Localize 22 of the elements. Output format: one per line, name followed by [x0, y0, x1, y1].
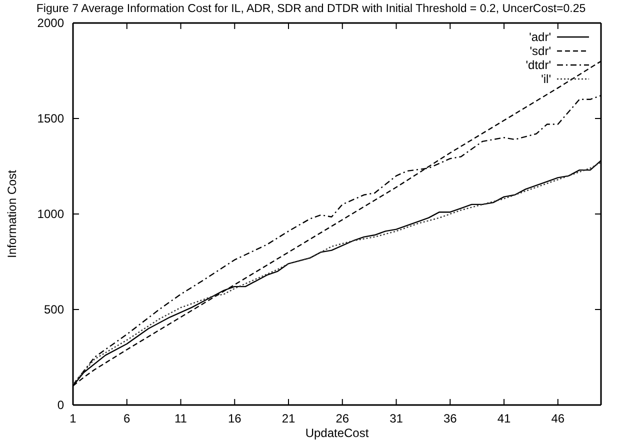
x-tick-label: 1: [70, 412, 77, 426]
y-tick-label: 1500: [37, 111, 64, 126]
legend-label: 'dtdr': [526, 58, 551, 72]
legend-label: 'sdr': [530, 44, 551, 58]
x-tick-label: 21: [282, 412, 296, 426]
y-tick-label: 2000: [37, 16, 64, 30]
x-tick-label: 31: [390, 412, 404, 426]
x-tick-label: 6: [124, 412, 131, 426]
y-tick-label: 500: [44, 302, 64, 316]
x-tick-label: 41: [497, 412, 512, 426]
x-tick-label: 36: [443, 412, 458, 426]
legend-label: 'adr': [529, 30, 551, 44]
legend-label: 'il': [541, 72, 551, 86]
chart-title: Figure 7 Average Information Cost for IL, ADR, SDR and DTDR with Initial Threshold = 0.2, UncerCost=0.25: [36, 3, 586, 15]
y-tick-label: 1000: [37, 206, 64, 221]
x-tick-label: 46: [551, 412, 565, 426]
x-axis-title: UpdateCost: [305, 426, 370, 440]
y-axis-title: Information Cost: [5, 169, 19, 258]
y-tick-label: 0: [57, 398, 64, 412]
x-tick-label: 11: [174, 412, 188, 426]
x-tick-label: 26: [336, 412, 350, 426]
x-tick-label: 16: [228, 412, 242, 426]
